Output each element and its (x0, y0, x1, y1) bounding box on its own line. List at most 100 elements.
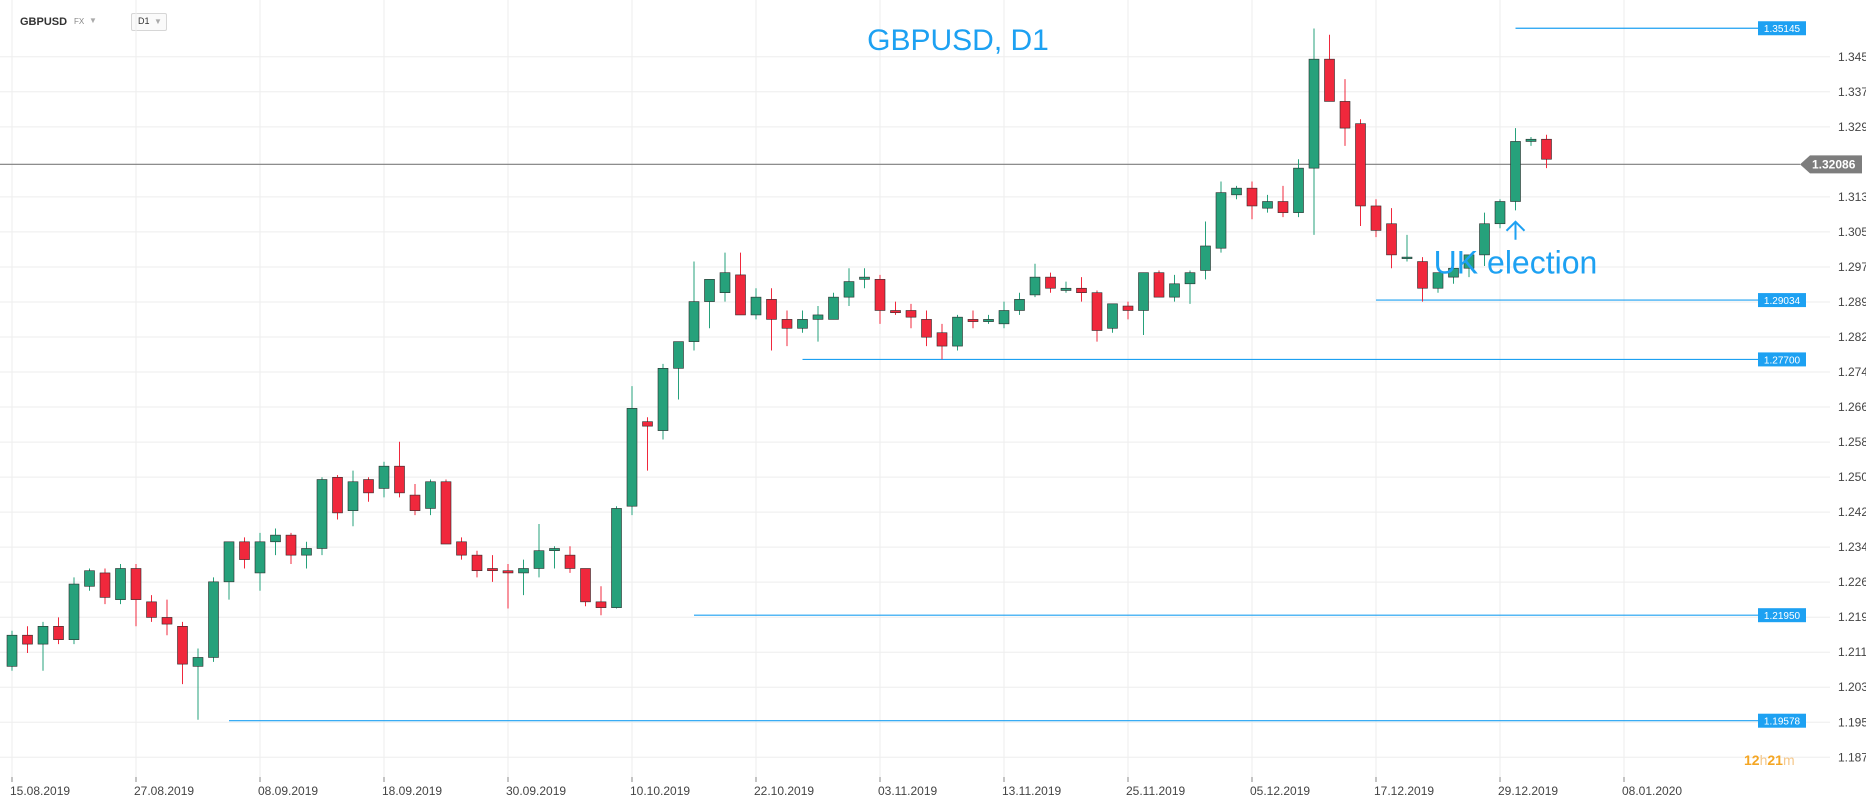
bullish-candle (254, 541, 266, 574)
countdown-minutes: 21 (1767, 752, 1783, 768)
bullish-candle (115, 568, 126, 600)
bullish-candle (1215, 192, 1227, 249)
bearish-candle (1045, 276, 1056, 289)
bullish-candle (270, 534, 281, 543)
y-tick-label: 1.31354 (1838, 190, 1866, 204)
candles (6, 28, 1552, 720)
y-tick-label: 1.19543 (1838, 715, 1866, 729)
bearish-candle (1246, 187, 1258, 207)
bearish-candle (1076, 287, 1087, 293)
x-tick-label: 15.08.2019 (10, 784, 70, 798)
bearish-candle (285, 534, 297, 556)
bearish-candle (456, 541, 467, 556)
x-axis: 15.08.2019 27.08.2019 08.09.2019 18.09.2019… (10, 777, 1682, 798)
y-tick-label: 1.27417 (1838, 365, 1866, 379)
timeframe-value: D1 (138, 16, 150, 26)
bullish-candle (1479, 223, 1490, 256)
current-price-tag: 1.32086 (1800, 155, 1862, 174)
level-tag-label: 1.35145 (1764, 24, 1801, 35)
y-tick-label: 1.24267 (1838, 505, 1866, 519)
level-tag (1758, 608, 1806, 623)
bullish-candle (316, 479, 328, 549)
bearish-candle (890, 310, 901, 314)
countdown-hours: 12 (1744, 752, 1760, 768)
bullish-candle (673, 341, 684, 369)
y-tick-label: 1.18756 (1838, 750, 1866, 764)
bullish-candle (1138, 272, 1149, 311)
bullish-candle (1494, 201, 1506, 225)
bullish-candle (425, 481, 436, 509)
x-tick-label: 03.11.2019 (878, 784, 937, 798)
bearish-candle (239, 541, 250, 560)
bullish-candle (223, 541, 235, 583)
bearish-candle (53, 626, 64, 640)
bearish-candle (1091, 292, 1103, 331)
bearish-candle (471, 554, 483, 572)
bearish-candle (766, 299, 777, 320)
y-tick-label: 1.28204 (1838, 330, 1866, 344)
bearish-candle (1277, 201, 1289, 213)
bearish-candle (487, 568, 498, 572)
bullish-candle (719, 272, 731, 293)
y-tick-label: 1.34503 (1838, 50, 1866, 64)
bullish-candle (1014, 299, 1025, 311)
bullish-candle (859, 276, 870, 280)
x-tick-label: 25.11.2019 (1126, 784, 1185, 798)
x-tick-label: 29.12.2019 (1498, 784, 1558, 798)
chart-toolbar: GBPUSD FX ▼ D1 ▼ (0, 0, 600, 40)
bullish-candle (347, 481, 359, 511)
bearish-candle (1417, 261, 1428, 289)
bearish-candle (130, 568, 142, 600)
bullish-candle (688, 301, 700, 342)
bullish-candle (1448, 267, 1459, 278)
bearish-candle (905, 310, 917, 318)
bullish-candle (1231, 187, 1242, 196)
bullish-candle (1510, 141, 1521, 202)
bullish-candle (1432, 272, 1444, 289)
bullish-candle (828, 296, 839, 320)
y-tick-label: 1.33716 (1838, 85, 1866, 99)
x-tick-label: 08.09.2019 (258, 784, 318, 798)
bearish-candle (1370, 205, 1382, 231)
bearish-candle (921, 319, 932, 338)
chart-title: GBPUSD, D1 (867, 24, 1049, 57)
bearish-candle (409, 494, 421, 511)
market-label: FX (74, 17, 85, 26)
symbol-dropdown-chevron-down-icon[interactable]: ▼ (89, 16, 97, 25)
bullish-candle (626, 408, 638, 507)
x-tick-label: 13.11.2019 (1002, 784, 1061, 798)
bearish-candle (1339, 101, 1351, 129)
bullish-candle (1463, 254, 1475, 269)
timeframe-select[interactable]: D1 ▼ (131, 13, 167, 31)
bearish-candle (735, 274, 746, 316)
bullish-candle (84, 570, 95, 587)
bearish-candle (332, 476, 343, 514)
level-tag (1758, 713, 1806, 728)
level-tag (1758, 293, 1806, 308)
x-tick-label: 18.09.2019 (382, 784, 442, 798)
bullish-candle (533, 550, 545, 569)
bullish-candle (378, 465, 390, 489)
level-tag-label: 1.21950 (1764, 611, 1801, 622)
bearish-candle (394, 465, 405, 494)
x-tick-label: 08.01.2020 (1622, 784, 1682, 798)
bearish-candle (146, 601, 157, 618)
symbol-label[interactable]: GBPUSD (20, 16, 68, 28)
x-tick-label: 17.12.2019 (1374, 784, 1434, 798)
bearish-candle (580, 568, 591, 603)
y-tick-label: 1.29779 (1838, 260, 1866, 274)
x-tick-label: 22.10.2019 (754, 784, 814, 798)
bearish-candle (967, 319, 979, 322)
bullish-candle (1029, 276, 1041, 296)
y-axis: 1.34503 1.33716 1.32928 1.31354 1.30566 1.297… (1838, 50, 1866, 764)
y-tick-label: 1.26629 (1838, 400, 1866, 414)
bearish-candle (440, 481, 452, 545)
bullish-candle (1401, 256, 1413, 259)
bearish-candle (1386, 223, 1397, 256)
bearish-candle (161, 617, 173, 625)
countdown-hours-unit: h (1760, 752, 1768, 768)
bullish-candle (301, 548, 312, 556)
bullish-candle (812, 314, 824, 320)
y-tick-label: 1.25055 (1838, 470, 1866, 484)
